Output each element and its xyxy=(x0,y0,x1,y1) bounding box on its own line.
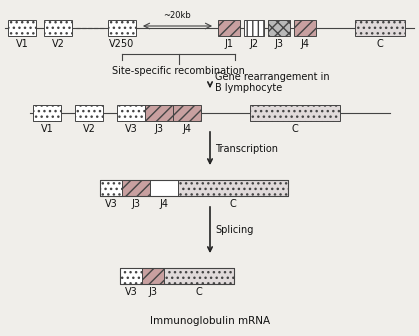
Text: J3: J3 xyxy=(148,287,158,297)
Text: V1: V1 xyxy=(16,39,28,49)
Bar xyxy=(44,20,72,36)
Bar xyxy=(173,105,201,121)
Text: J3: J3 xyxy=(155,124,163,134)
Bar xyxy=(250,105,340,121)
Bar xyxy=(145,105,173,121)
Text: J4: J4 xyxy=(300,39,310,49)
Text: J3: J3 xyxy=(132,199,140,209)
Text: V3: V3 xyxy=(124,287,137,297)
Text: J3: J3 xyxy=(274,39,284,49)
Bar xyxy=(100,180,288,196)
Text: J2: J2 xyxy=(249,39,259,49)
Bar xyxy=(117,105,145,121)
Text: J4: J4 xyxy=(160,199,168,209)
Text: J4: J4 xyxy=(183,124,191,134)
Bar xyxy=(33,105,61,121)
Text: C: C xyxy=(377,39,383,49)
Text: J1: J1 xyxy=(225,39,233,49)
Bar xyxy=(218,20,240,36)
Bar xyxy=(8,20,36,36)
Bar xyxy=(120,268,142,284)
Bar xyxy=(268,20,290,36)
Bar xyxy=(108,20,136,36)
Text: ~20kb: ~20kb xyxy=(163,11,191,20)
Bar xyxy=(294,20,316,36)
Text: C: C xyxy=(230,199,236,209)
Text: Site-specific recombination: Site-specific recombination xyxy=(112,66,245,76)
Bar xyxy=(355,20,405,36)
Text: C: C xyxy=(292,124,298,134)
Text: V1: V1 xyxy=(41,124,53,134)
Text: V2: V2 xyxy=(52,39,65,49)
Text: Immunoglobulin mRNA: Immunoglobulin mRNA xyxy=(150,316,270,326)
Bar xyxy=(122,180,150,196)
Text: Splicing: Splicing xyxy=(215,225,253,235)
Bar xyxy=(142,268,164,284)
Text: V3: V3 xyxy=(105,199,117,209)
Text: C: C xyxy=(196,287,202,297)
Text: Transcription: Transcription xyxy=(215,143,278,154)
Bar xyxy=(178,180,288,196)
Bar xyxy=(100,180,122,196)
Bar xyxy=(244,20,264,36)
Bar xyxy=(164,268,234,284)
Bar xyxy=(150,180,178,196)
Text: V3: V3 xyxy=(124,124,137,134)
Text: Gene rearrangement in
B lymphocyte: Gene rearrangement in B lymphocyte xyxy=(215,72,330,93)
Text: V2: V2 xyxy=(83,124,96,134)
Text: V250: V250 xyxy=(109,39,134,49)
Bar xyxy=(120,268,234,284)
Bar xyxy=(75,105,103,121)
